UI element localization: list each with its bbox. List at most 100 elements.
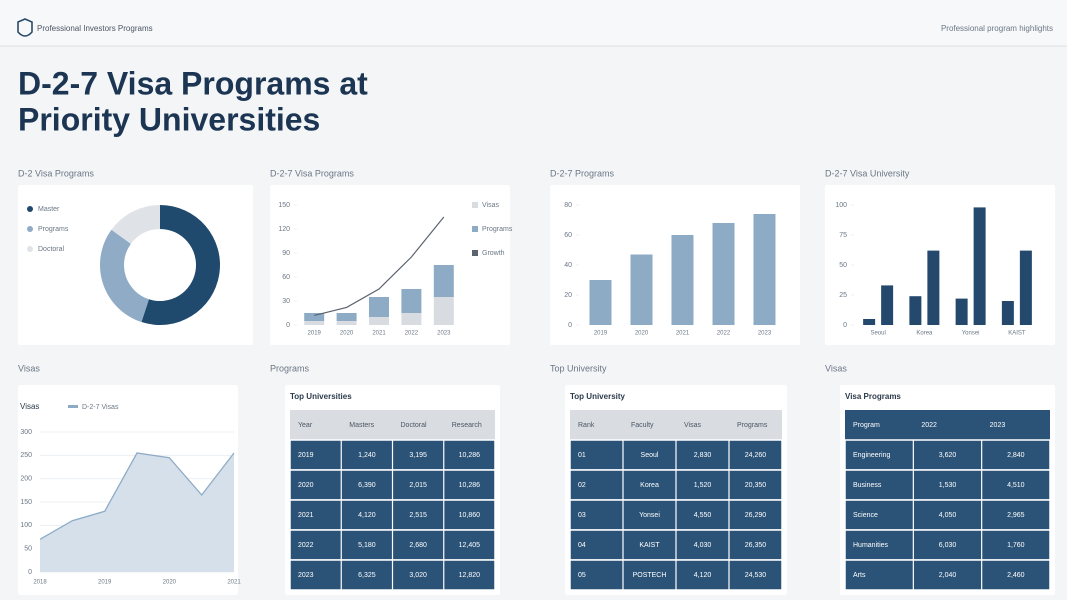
table-header bbox=[845, 410, 1050, 440]
y-tick-label: 0 bbox=[28, 569, 32, 576]
table-cell: Arts bbox=[853, 572, 866, 579]
x-tick-label: Yonsei bbox=[962, 331, 980, 337]
bar-segment bbox=[401, 289, 422, 313]
x-tick-label: 2022 bbox=[717, 331, 731, 337]
logo bbox=[17, 18, 33, 37]
table-cell: 20,350 bbox=[745, 482, 767, 489]
legend-label: Master bbox=[38, 206, 60, 213]
x-tick-label: 2021 bbox=[227, 580, 241, 586]
bar-segment bbox=[401, 313, 422, 325]
x-tick-label: KAIST bbox=[1008, 331, 1026, 337]
y-tick-label: 50 bbox=[24, 546, 32, 553]
y-tick-label: 100 bbox=[20, 522, 32, 529]
table-cell: 6,325 bbox=[358, 572, 376, 579]
section-label: Visas bbox=[825, 363, 847, 373]
table-cell: 1,240 bbox=[358, 452, 376, 459]
table-cell: 2023 bbox=[298, 572, 314, 579]
table-cell: Humanities bbox=[853, 542, 889, 549]
table-cell: 6,030 bbox=[939, 542, 957, 549]
table-cell: 3,620 bbox=[939, 452, 957, 459]
x-tick-label: 2021 bbox=[676, 331, 690, 337]
donut-segment bbox=[111, 205, 160, 244]
table-row bbox=[844, 529, 1051, 561]
table-cell: 2019 bbox=[298, 452, 314, 459]
table-cell: Science bbox=[853, 512, 878, 519]
x-tick-label: 2022 bbox=[405, 331, 419, 337]
section-label: D-2-7 Visa University bbox=[825, 168, 910, 178]
tagline: Professional program highlights bbox=[941, 24, 1053, 33]
table-cell: 2,830 bbox=[694, 452, 712, 459]
bar bbox=[671, 235, 694, 325]
x-tick-label: 2019 bbox=[308, 331, 322, 337]
y-tick-label: 300 bbox=[20, 429, 32, 436]
legend-marker bbox=[27, 206, 33, 212]
area-line bbox=[39, 452, 235, 540]
column-header: 2022 bbox=[921, 422, 937, 429]
y-tick-label: 250 bbox=[20, 452, 32, 459]
legend-marker bbox=[472, 226, 478, 232]
bar bbox=[973, 207, 986, 325]
column-header: Rank bbox=[578, 422, 595, 429]
y-tick-label: 0 bbox=[286, 322, 290, 329]
table-cell: 6,390 bbox=[358, 482, 376, 489]
donut-segment bbox=[141, 205, 221, 325]
y-tick-label: 120 bbox=[278, 226, 290, 233]
table-cell: 2,515 bbox=[409, 512, 427, 519]
legend-marker bbox=[27, 246, 33, 252]
x-tick-label: 2020 bbox=[635, 331, 649, 337]
bar bbox=[909, 296, 922, 325]
table-cell: 4,050 bbox=[939, 512, 957, 519]
x-tick-label: 2019 bbox=[98, 580, 112, 586]
column-header: 2023 bbox=[990, 422, 1006, 429]
donut-segment bbox=[100, 229, 149, 323]
table-cell: Yonsei bbox=[639, 512, 660, 519]
table-cell: 2,460 bbox=[1007, 572, 1025, 579]
table-cell: 10,860 bbox=[459, 512, 481, 519]
y-tick-label: 90 bbox=[282, 250, 290, 257]
bar bbox=[712, 223, 735, 325]
table-cell: 2020 bbox=[298, 482, 314, 489]
column-header: Visas bbox=[684, 422, 701, 429]
column-header: Masters bbox=[349, 422, 374, 429]
table-cell: 26,290 bbox=[745, 512, 767, 519]
legend-marker bbox=[27, 226, 33, 232]
table-title: Visa Programs bbox=[845, 392, 901, 401]
y-tick-label: 40 bbox=[564, 262, 572, 269]
table-cell: 02 bbox=[578, 482, 586, 489]
legend-label: Doctoral bbox=[38, 246, 65, 253]
table-cell: 24,530 bbox=[745, 572, 767, 579]
table-cell: 2022 bbox=[298, 542, 314, 549]
table-cell: 4,120 bbox=[358, 512, 376, 519]
table-cell: 4,510 bbox=[1007, 482, 1025, 489]
table-cell: 01 bbox=[578, 452, 586, 459]
table-cell: 4,120 bbox=[694, 572, 712, 579]
table-cell: 2,680 bbox=[409, 542, 427, 549]
y-tick-label: 60 bbox=[564, 232, 572, 239]
legend-label: Growth bbox=[482, 250, 505, 257]
bar bbox=[589, 280, 612, 325]
table-cell: 24,260 bbox=[745, 452, 767, 459]
bar-segment bbox=[433, 265, 454, 297]
table-cell: 26,350 bbox=[745, 542, 767, 549]
chart-label: Visas bbox=[20, 402, 39, 411]
page-title: D-2-7 Visa Programs at bbox=[18, 65, 368, 101]
bar-segment bbox=[336, 313, 357, 321]
legend-marker bbox=[472, 202, 478, 208]
legend-marker bbox=[68, 405, 78, 408]
y-tick-label: 0 bbox=[568, 322, 572, 329]
legend-label: Visas bbox=[482, 202, 499, 209]
column-header: Faculty bbox=[631, 422, 654, 429]
bar bbox=[863, 319, 876, 325]
table-cell: Korea bbox=[640, 482, 659, 489]
bar bbox=[1019, 250, 1032, 325]
table-cell: 1,760 bbox=[1007, 542, 1025, 549]
column-header: Research bbox=[452, 422, 482, 429]
table-cell: 5,180 bbox=[358, 542, 376, 549]
y-tick-label: 200 bbox=[20, 476, 32, 483]
section-label: Visas bbox=[18, 363, 40, 373]
table-row bbox=[844, 439, 1051, 471]
legend-label: D-2-7 Visas bbox=[82, 404, 119, 411]
y-tick-label: 80 bbox=[564, 202, 572, 209]
bar-segment bbox=[304, 313, 325, 321]
